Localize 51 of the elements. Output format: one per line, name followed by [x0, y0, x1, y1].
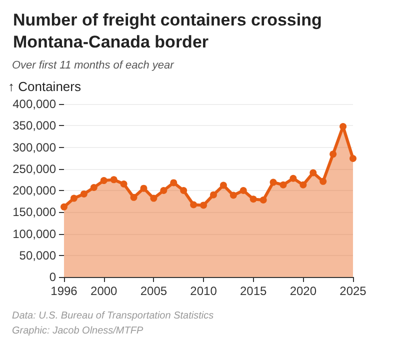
- point: [110, 176, 118, 184]
- point: [100, 177, 108, 184]
- y-tick-label: 0: [49, 270, 56, 284]
- y-tick-label: 200,000: [12, 184, 56, 198]
- y-tick-label: 300,000: [12, 140, 56, 154]
- point: [130, 194, 138, 201]
- point: [80, 190, 88, 198]
- point: [90, 184, 98, 191]
- text: Graphic: Jacob Olness/MTFP: [12, 326, 144, 336]
- x-tick-label: 2010: [190, 284, 218, 298]
- point: [220, 182, 227, 189]
- chart-title: Number of freight containers crossing Montana-Canada border: [13, 10, 327, 52]
- point: [150, 194, 158, 202]
- point: [270, 178, 277, 186]
- x-tick-label: 2020: [290, 284, 317, 298]
- text: Data: U.S. Bureau of Transportation Statistics: [12, 310, 214, 322]
- chart-subtitle: Over first 11 months of each year: [12, 60, 176, 72]
- x-tick-label: 2025: [340, 284, 367, 298]
- point: [240, 187, 247, 194]
- point: [320, 178, 327, 185]
- point: [290, 174, 297, 182]
- point: [230, 192, 237, 199]
- point: [350, 154, 356, 162]
- y-axis-title: ↑ Containers: [8, 79, 82, 94]
- x-tick-label: 2000: [90, 284, 118, 298]
- x-tick-label: 1996: [50, 284, 78, 298]
- point: [300, 181, 307, 188]
- point: [330, 150, 337, 158]
- point: [190, 201, 198, 208]
- point: [70, 194, 78, 202]
- point: [210, 191, 217, 198]
- point: [310, 169, 317, 176]
- point: [140, 184, 148, 192]
- x-tick-label: 2015: [240, 284, 268, 298]
- point: [340, 122, 347, 130]
- y-tick-label: 350,000: [12, 118, 56, 133]
- y-tick-label: 400,000: [12, 97, 56, 111]
- point: [180, 187, 188, 194]
- point: [170, 179, 178, 186]
- point: [280, 181, 287, 188]
- point: [160, 187, 168, 194]
- point: [60, 203, 68, 210]
- y-tick-label: 250,000: [12, 162, 56, 176]
- y-tick-label: 50,000: [19, 248, 56, 262]
- y-tick-label: 100,000: [12, 226, 56, 241]
- y-tick-label: 150,000: [12, 205, 56, 220]
- point: [250, 196, 257, 203]
- x-tick-label: 2005: [140, 284, 168, 298]
- point: [200, 202, 208, 209]
- point: [260, 196, 267, 204]
- point: [120, 180, 128, 188]
